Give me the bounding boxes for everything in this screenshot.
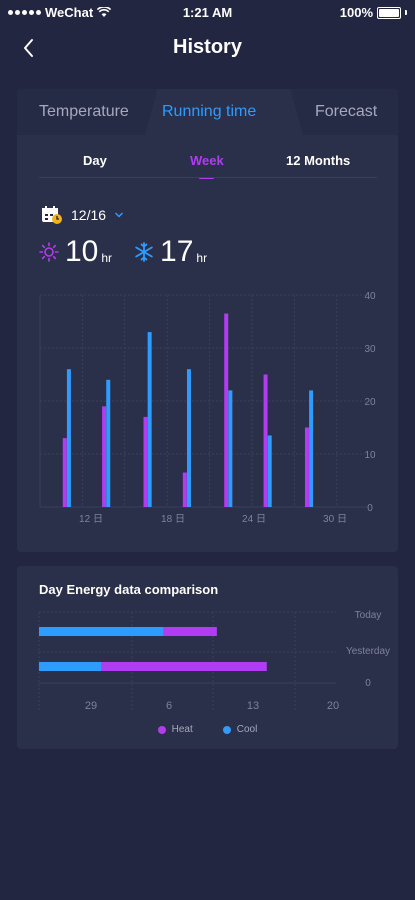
- nav-bar: History: [0, 24, 415, 72]
- heat-bar: [101, 662, 267, 671]
- heat-bar: [263, 374, 268, 507]
- cool-bar: [309, 390, 314, 507]
- y-tick-label: 30: [364, 344, 376, 355]
- tab-forecast[interactable]: Forecast: [315, 103, 378, 120]
- tab-bar: Temperature Running time Forecast: [17, 89, 398, 135]
- cool-bar: [106, 379, 111, 507]
- energy-comparison-chart: Today Yesterday 0 29 6 13 20: [38, 610, 390, 712]
- date-value: 12/16: [71, 207, 107, 223]
- y-tick-label: 20: [364, 397, 376, 408]
- x-tick-label: 24 日: [242, 514, 266, 525]
- wifi-icon: [97, 7, 112, 17]
- legend-cool: Cool: [222, 724, 258, 735]
- x-tick-label: 13: [247, 700, 259, 712]
- period-week[interactable]: Week: [190, 153, 224, 168]
- back-arrow-icon[interactable]: [18, 36, 42, 60]
- battery-group: 100%: [340, 5, 407, 20]
- tab-running-time[interactable]: Running time: [162, 103, 257, 120]
- cool-summary: 17 hr: [134, 237, 207, 267]
- running-time-chart: 0 10 20 30 40 12 日 18 日 24 日 30 日: [39, 291, 376, 525]
- cool-bar: [39, 662, 102, 671]
- runtime-summary: 10 hr 17 hr: [39, 237, 229, 267]
- y-tick-label: 0: [367, 503, 373, 514]
- heat-summary: 10 hr: [39, 237, 112, 267]
- signal-icon: [8, 10, 41, 15]
- x-tick-label: 12 日: [79, 514, 103, 525]
- calendar-icon: [42, 206, 62, 224]
- x-tick-label: 29: [85, 700, 97, 712]
- cool-bar: [147, 332, 152, 507]
- legend-cool-dot: [222, 725, 231, 734]
- heat-bar: [304, 427, 309, 507]
- cool-bar: [39, 627, 164, 636]
- period-day[interactable]: Day: [83, 153, 107, 168]
- heat-unit: hr: [101, 251, 113, 265]
- cool-bar: [267, 435, 272, 507]
- date-picker[interactable]: 12/16: [41, 205, 124, 225]
- active-tab-background: [145, 89, 303, 135]
- y-tick-label: 10: [364, 450, 376, 461]
- running-time-card: Temperature Running time Forecast Day We…: [17, 89, 398, 552]
- energy-comparison-card: Day Energy data comparison Today Yesterda…: [17, 566, 398, 749]
- x-tick-label: 18 日: [161, 514, 185, 525]
- heat-bar: [224, 313, 229, 507]
- heat-hours: 10: [65, 235, 99, 268]
- battery-icon: [377, 6, 401, 19]
- legend-heat: Heat: [157, 724, 193, 735]
- carrier-label: WeChat: [45, 5, 94, 20]
- heat-bar: [102, 406, 107, 507]
- x-tick-label: 20: [327, 700, 339, 712]
- period-active-indicator: [199, 177, 214, 179]
- heat-bar: [143, 416, 148, 507]
- cool-hours: 17: [160, 235, 194, 268]
- status-bar: WeChat 1:21 AM 100%: [0, 0, 415, 24]
- carrier-group: WeChat: [8, 5, 112, 20]
- heat-bar: [182, 472, 187, 507]
- period-12-months[interactable]: 12 Months: [286, 153, 351, 168]
- heat-bar: [62, 438, 67, 507]
- y-tick-label: 40: [364, 291, 376, 302]
- page-title: History: [173, 36, 242, 58]
- legend-heat-dot: [157, 725, 166, 734]
- x-tick-label: 30 日: [323, 514, 347, 525]
- cool-bar: [186, 369, 191, 507]
- chart-legend: Heat Cool: [17, 724, 398, 735]
- period-selector: Day Week 12 Months: [17, 135, 398, 179]
- period-divider: [39, 177, 377, 178]
- x-tick-label: 6: [166, 700, 172, 712]
- row-label: Yesterday: [346, 646, 390, 657]
- cool-unit: hr: [196, 251, 208, 265]
- energy-comparison-title: Day Energy data comparison: [39, 582, 219, 597]
- snowflake-icon: [135, 242, 153, 262]
- sun-icon: [39, 242, 59, 262]
- cool-bar: [66, 369, 71, 507]
- cool-bar: [228, 390, 233, 507]
- legend-heat-label: Heat: [171, 724, 193, 735]
- row-label: 0: [365, 678, 371, 689]
- battery-cap: [405, 10, 407, 15]
- row-label: Today: [355, 610, 382, 621]
- heat-bar: [163, 627, 217, 636]
- tab-temperature[interactable]: Temperature: [39, 103, 129, 120]
- battery-label: 100%: [339, 5, 373, 20]
- legend-cool-label: Cool: [236, 724, 258, 735]
- status-time: 1:21 AM: [182, 5, 233, 20]
- chevron-down-icon: [115, 212, 124, 218]
